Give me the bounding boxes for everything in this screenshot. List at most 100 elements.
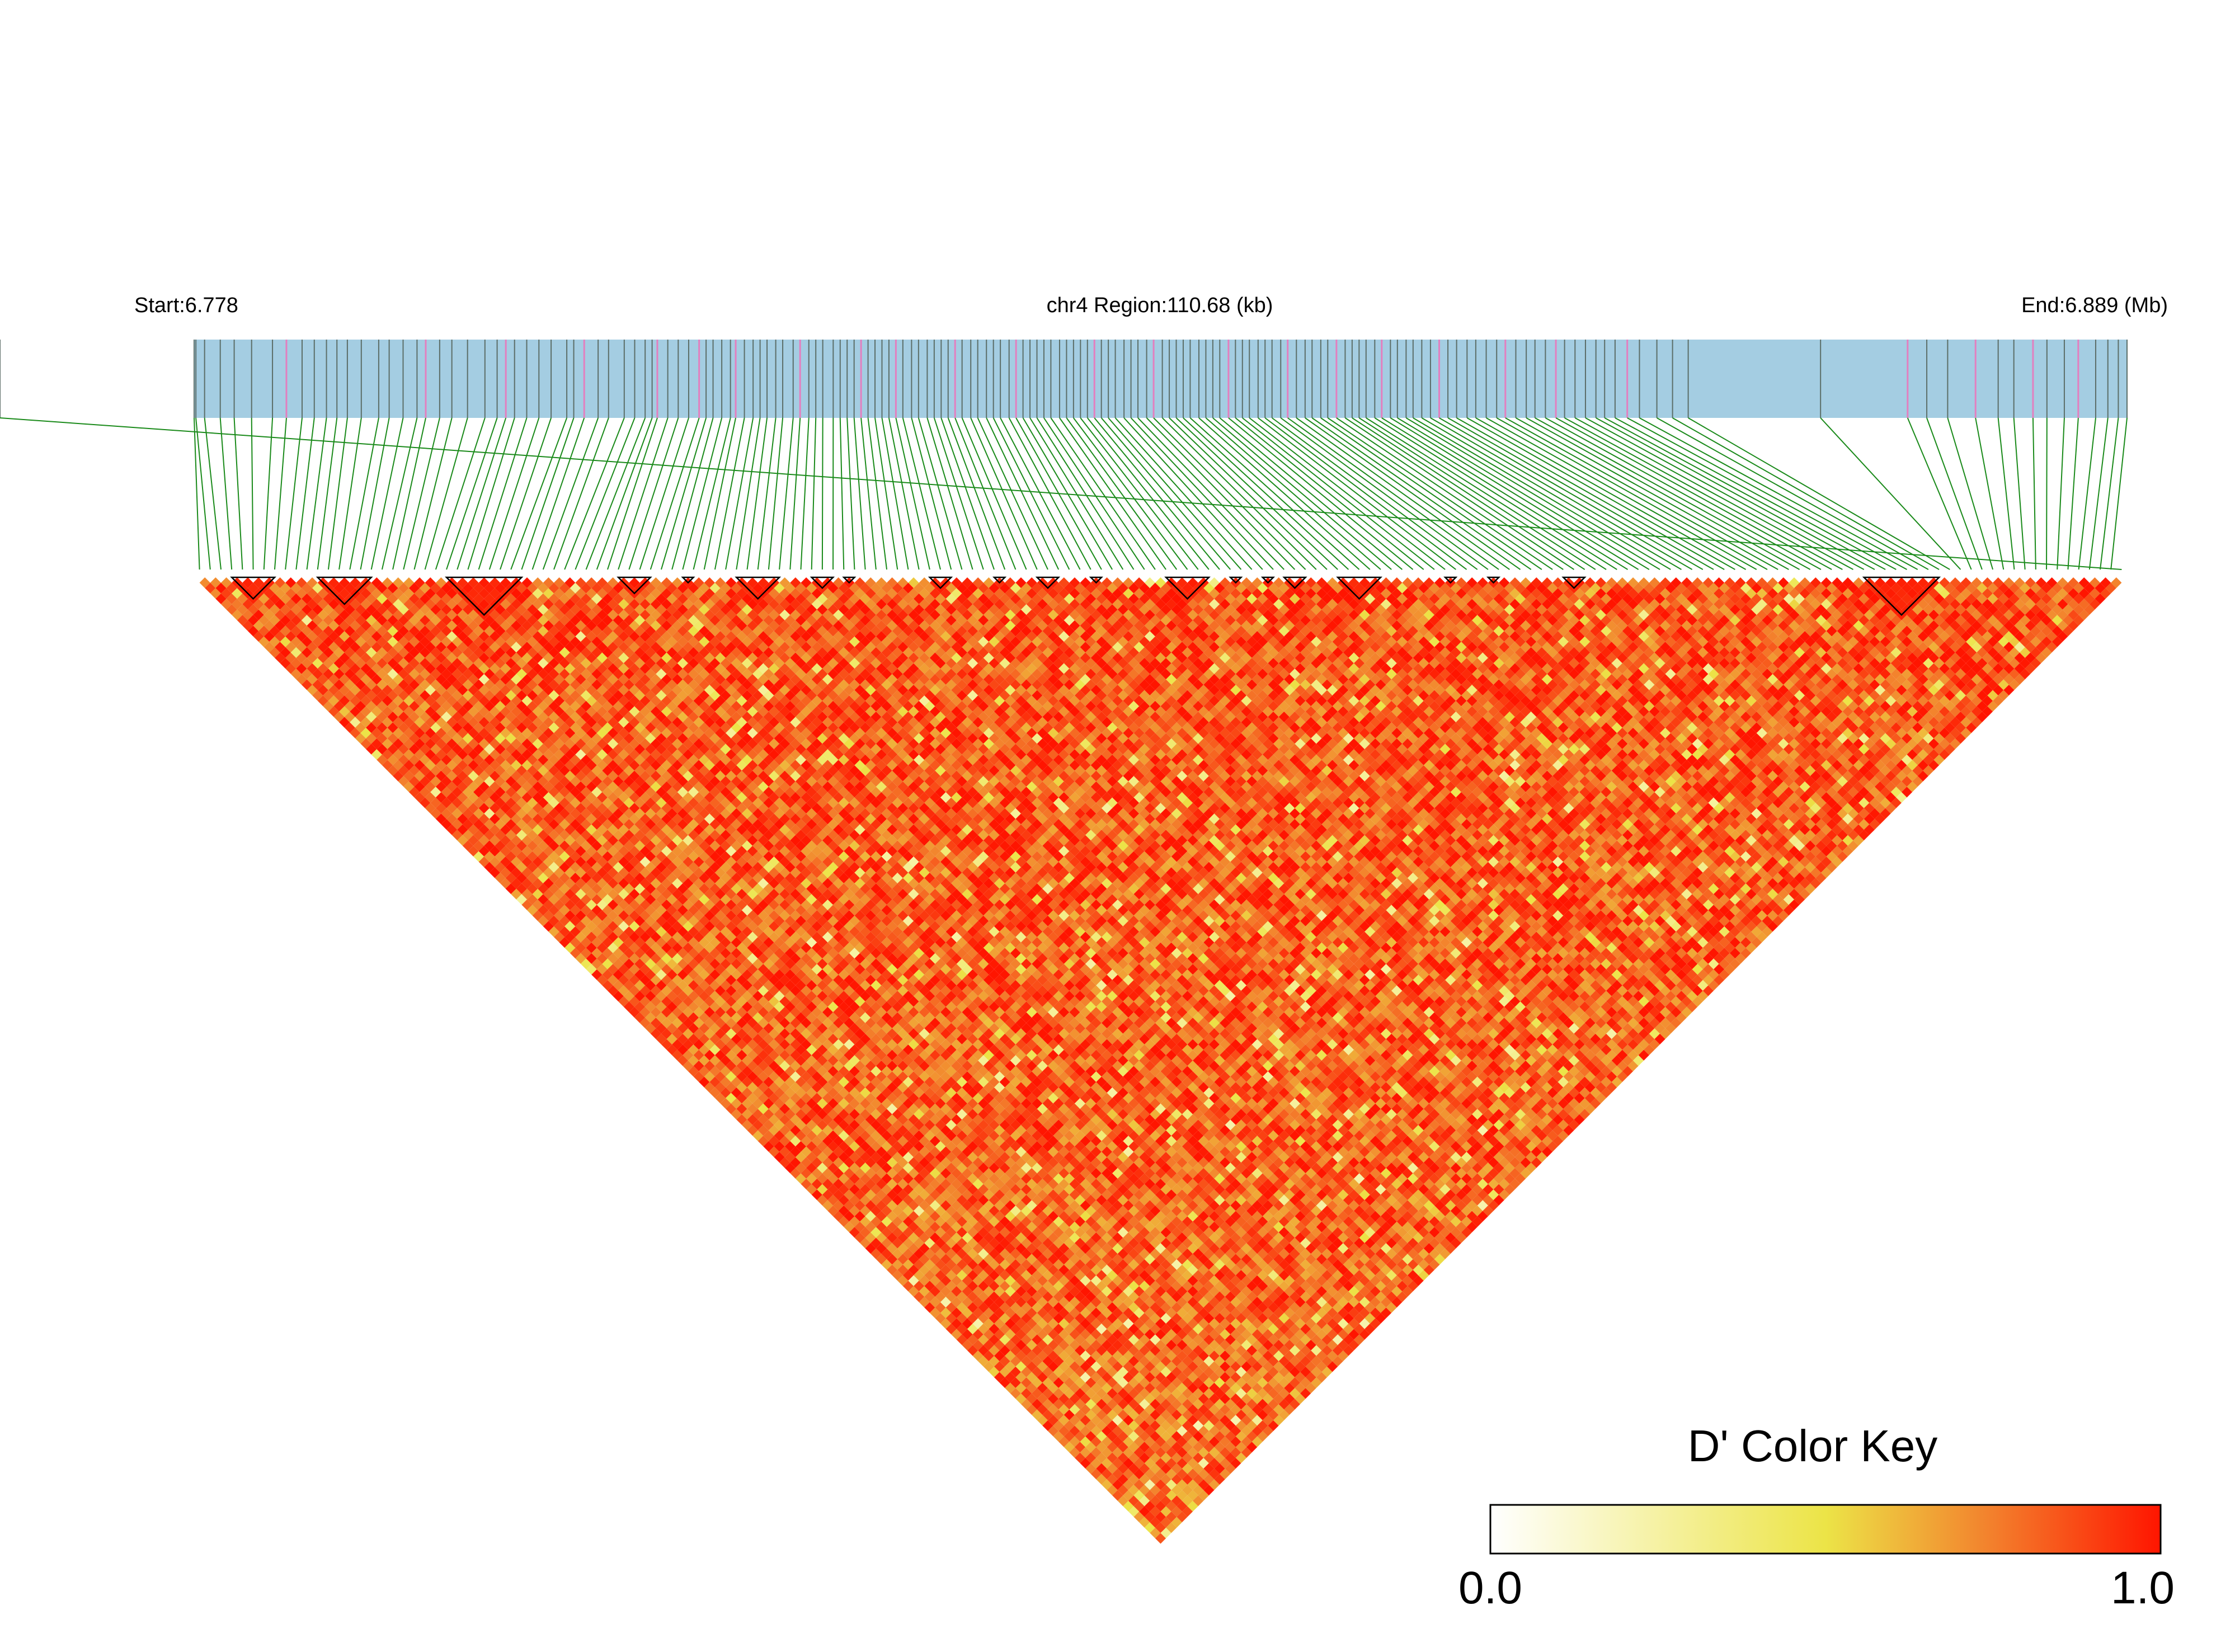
ld-cell: [591, 958, 603, 969]
ld-cell: [677, 980, 688, 991]
ld-cell: [328, 652, 340, 663]
ld-cell: [795, 1109, 807, 1120]
ld-cell: [806, 1184, 817, 1195]
snp-connector: [1228, 417, 1414, 570]
snp-connector: [703, 417, 737, 570]
ld-cell: [1085, 1452, 1097, 1463]
ld-cell: [532, 845, 543, 857]
ld-cell: [511, 845, 522, 857]
snp-connector: [1366, 417, 1607, 570]
ld-cell: [543, 856, 554, 868]
ld-cell: [757, 1103, 769, 1114]
ld-cell: [495, 797, 506, 808]
ld-cell: [1085, 1377, 1097, 1389]
ld-cell: [269, 625, 280, 637]
ld-cell: [408, 722, 420, 733]
ld-cell: [854, 1232, 865, 1244]
ld-cell: [822, 1124, 834, 1136]
snp-connector: [1175, 417, 1338, 570]
ld-cell: [929, 1297, 941, 1308]
ld-cell: [1160, 1527, 1171, 1538]
ld-cell: [414, 792, 425, 803]
ld-cell: [1139, 1506, 1150, 1517]
ld-cell: [795, 1162, 807, 1174]
ld-heatmap-cells: [199, 577, 2122, 1544]
ld-cell: [457, 824, 468, 835]
snp-connector: [1264, 417, 1467, 570]
ld-cell: [844, 1136, 855, 1147]
ld-cell: [387, 733, 398, 744]
ld-cell: [408, 743, 420, 755]
snp-connector: [768, 417, 784, 570]
ld-cell: [1096, 1399, 1107, 1410]
snp-connector: [1688, 417, 1950, 570]
ld-cell: [478, 770, 490, 782]
ld-cell: [398, 711, 409, 723]
ld-cell: [420, 711, 431, 723]
ld-cell: [709, 1066, 721, 1077]
ld-cell: [296, 652, 307, 663]
ld-cell: [290, 657, 302, 669]
ld-cell: [495, 872, 506, 884]
ld-cell: [489, 824, 501, 835]
ld-cell: [591, 948, 603, 959]
ld-cell: [446, 770, 458, 782]
ld-cell: [940, 1307, 952, 1319]
snp-connector: [1627, 417, 1907, 570]
snp-connector: [1975, 417, 2005, 570]
ld-cell: [462, 818, 474, 830]
ld-cell: [967, 1270, 978, 1281]
ld-cell: [350, 642, 361, 653]
ld-cell: [366, 743, 377, 755]
ld-cell: [538, 915, 549, 926]
ld-cell: [629, 1006, 640, 1018]
ld-cell: [844, 1211, 855, 1222]
ld-cell: [543, 921, 554, 932]
ld-cell: [473, 765, 484, 776]
snp-connector: [746, 417, 768, 570]
ld-cell: [1064, 1377, 1075, 1389]
ld-cell: [425, 749, 436, 760]
ld-cell: [462, 797, 474, 808]
snp-connector: [285, 417, 303, 570]
ld-cell: [833, 1211, 844, 1222]
ld-cell: [435, 813, 447, 825]
ld-cell: [1037, 1415, 1048, 1426]
ld-cell: [543, 867, 554, 878]
ld-cell: [532, 824, 543, 835]
ld-cell: [468, 845, 479, 857]
ld-cell: [677, 1012, 688, 1023]
ld-cell: [554, 845, 565, 857]
ld-cell: [377, 669, 388, 680]
ld-cell: [1085, 1463, 1097, 1474]
ld-cell: [1047, 1361, 1059, 1372]
ld-cell: [408, 690, 420, 701]
ld-cell: [871, 1237, 882, 1249]
ld-cell: [1047, 1404, 1059, 1415]
snp-connector: [846, 417, 855, 570]
ld-cell: [854, 1189, 865, 1201]
ld-cell: [360, 674, 371, 685]
ld-cell: [296, 577, 307, 589]
ld-cell: [1096, 1430, 1107, 1442]
ld-cell: [699, 1001, 710, 1013]
snp-connector: [1526, 417, 1800, 570]
ld-cell: [301, 604, 313, 615]
ld-cell: [344, 711, 355, 723]
ld-cell: [505, 883, 516, 895]
ld-cell: [581, 915, 592, 926]
ld-cell: [339, 684, 350, 696]
region-label: chr4 Region:110.68 (kb): [1047, 294, 1273, 317]
ld-cell: [414, 749, 425, 760]
ld-cell: [736, 1049, 747, 1061]
ld-cell: [484, 797, 495, 808]
ld-cell: [1015, 1393, 1027, 1404]
ld-cell: [333, 636, 345, 647]
ld-cell: [521, 824, 533, 835]
ld-cell: [344, 669, 355, 680]
ld-cell: [951, 1286, 962, 1297]
snp-connector: [1036, 417, 1135, 570]
ld-cell: [629, 996, 640, 1007]
ld-cell: [446, 803, 458, 814]
snp-connector: [725, 417, 754, 570]
